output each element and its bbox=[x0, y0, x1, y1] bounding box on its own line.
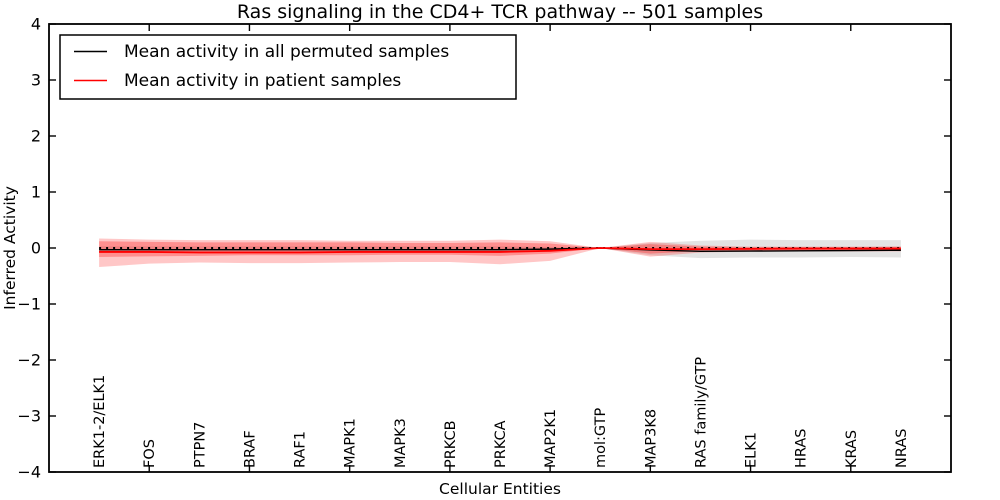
plot-frame bbox=[48, 23, 952, 473]
x-category-label: PTPN7 bbox=[192, 422, 208, 468]
chart-title: Ras signaling in the CD4+ TCR pathway --… bbox=[237, 1, 763, 23]
x-axis-label: Cellular Entities bbox=[439, 480, 561, 498]
y-tick-label: 1 bbox=[31, 183, 41, 202]
series-lines bbox=[99, 247, 901, 254]
y-tick-label: −1 bbox=[17, 295, 41, 314]
legend-box bbox=[59, 34, 517, 100]
x-category-label: MAP2K1 bbox=[543, 409, 559, 468]
x-category-label: RAS family/GTP bbox=[693, 357, 709, 468]
y-tick-label: 3 bbox=[31, 71, 41, 90]
y-tick-label: 2 bbox=[31, 127, 41, 146]
axis-ticks bbox=[49, 23, 951, 473]
x-category-label: MAPK1 bbox=[343, 418, 359, 468]
x-category-labels: ERK1-2/ELK1 FOS PTPN7 BRAF RAF1 MAPK1 MAPK3 PRK… bbox=[92, 357, 910, 468]
x-category-label: ERK1-2/ELK1 bbox=[92, 375, 108, 468]
legend: Mean activity in all permuted samples Me… bbox=[59, 34, 517, 100]
x-category-label: BRAF bbox=[242, 430, 258, 468]
y-tick-labels: 4 3 2 1 0 −1 −2 −3 −4 bbox=[17, 15, 41, 482]
x-category-label: mol:GTP bbox=[593, 408, 609, 468]
x-category-label: MAPK3 bbox=[393, 418, 409, 468]
y-tick-label: 0 bbox=[31, 239, 41, 258]
x-category-label: HRAS bbox=[794, 428, 810, 468]
patient-mean-line bbox=[99, 247, 901, 254]
legend-label-permuted: Mean activity in all permuted samples bbox=[124, 42, 449, 62]
x-category-label: PRKCB bbox=[443, 420, 459, 468]
y-tick-label: −4 bbox=[17, 463, 41, 482]
permuted-mean-line bbox=[99, 247, 901, 253]
y-axis-label: Inferred Activity bbox=[1, 186, 19, 310]
x-category-label: KRAS bbox=[844, 430, 860, 468]
y-tick-label: 4 bbox=[31, 15, 41, 34]
x-category-label: PRKCA bbox=[493, 420, 509, 468]
x-category-label: FOS bbox=[142, 439, 158, 468]
x-category-label: MAP3K8 bbox=[643, 409, 659, 468]
x-category-label: NRAS bbox=[894, 429, 910, 468]
x-category-label: ELK1 bbox=[744, 432, 760, 468]
y-tick-label: −3 bbox=[17, 407, 41, 426]
x-category-label: RAF1 bbox=[293, 431, 309, 468]
y-tick-label: −2 bbox=[17, 351, 41, 370]
legend-label-patient: Mean activity in patient samples bbox=[124, 71, 401, 91]
